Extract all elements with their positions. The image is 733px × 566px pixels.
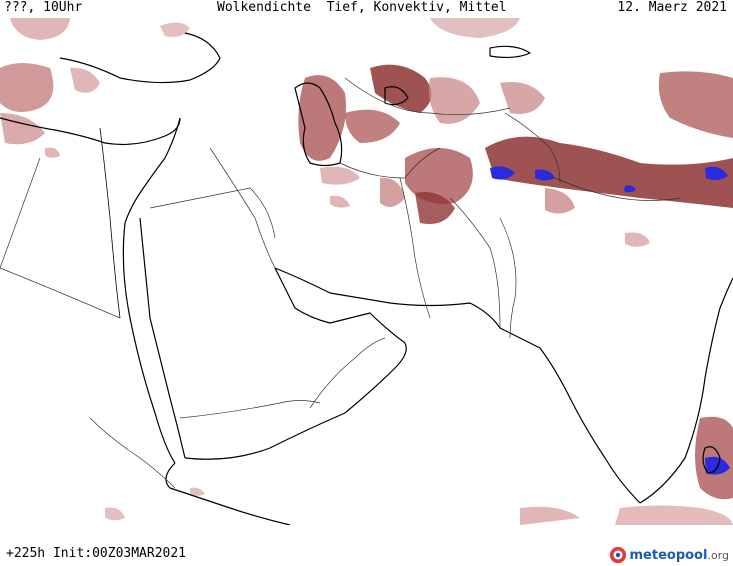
border-saudi-yemen	[179, 400, 321, 419]
cloud-area-aegean	[70, 67, 100, 93]
coast-red-sea-west	[122, 222, 176, 464]
cloud-speckle-yemen	[190, 487, 205, 496]
border-ethiopia	[89, 417, 176, 489]
border-iraq-iran	[209, 147, 276, 269]
cloud-speckle-zagros	[330, 195, 350, 208]
cloud-area-turkey-south	[0, 113, 45, 145]
coast-persian-gulf	[274, 267, 406, 344]
coast-turkey	[0, 117, 181, 146]
weather-map	[0, 18, 733, 525]
forecast-date: 12. Maerz 2021	[617, 0, 727, 15]
forecast-time-label: ???, 10Uhr	[4, 0, 83, 15]
cloud-area-indian-ocean	[520, 506, 580, 525]
lake-balkhash	[489, 45, 531, 59]
cloud-area-iran-north	[320, 166, 360, 185]
border-saudi-north	[149, 187, 276, 239]
cloud-speckle-egypt	[45, 147, 60, 158]
meteopool-branding[interactable]: meteopool .org	[609, 546, 729, 564]
cloud-area-northern-india	[545, 188, 575, 214]
convective-cell-bhutan	[705, 166, 728, 181]
coast-india-east	[639, 277, 733, 504]
coast-levant	[124, 117, 181, 224]
brand-tld: .org	[707, 548, 729, 562]
cloud-density-map	[0, 18, 733, 525]
cloud-area-caspian	[298, 75, 346, 161]
cloud-area-central-india	[625, 232, 650, 247]
coast-iran-gulf	[274, 267, 501, 329]
coast-horn-africa	[165, 462, 291, 525]
coast-black-sea	[59, 32, 221, 84]
cloud-area-mongolia-edge	[430, 18, 520, 38]
cloud-area-uzbekistan	[345, 109, 400, 143]
border-egypt-libya	[0, 267, 121, 319]
cloud-area-tibet	[658, 71, 733, 138]
model-run-info: +225h Init:00Z03MAR2021	[6, 546, 187, 561]
coast-india-west	[499, 327, 641, 504]
border-egypt-sudan	[0, 157, 41, 269]
border-turkmenistan	[339, 147, 441, 179]
cloud-area-hindukush	[415, 192, 455, 224]
meteopool-logo-icon	[609, 546, 626, 564]
border-afghanistan-pakistan	[449, 197, 501, 329]
coast-sri-lanka	[702, 446, 721, 474]
coastline-layer	[0, 32, 733, 525]
border-oman	[309, 337, 386, 409]
river-nile	[99, 127, 121, 319]
brand-name: meteopool	[629, 547, 708, 563]
border-china-west	[504, 112, 561, 184]
cloud-area-caucasus	[160, 22, 190, 37]
cloud-area-balkans	[10, 18, 70, 40]
cloud-area-afghanistan	[405, 148, 473, 204]
cloud-area-turkey	[0, 63, 54, 112]
coast-red-sea-east	[139, 217, 186, 459]
cloud-area-kashmir	[500, 82, 545, 114]
cloud-area-himalaya	[485, 136, 733, 208]
convective-cell-kashmir	[490, 166, 515, 180]
border-kazakh-south	[344, 77, 511, 115]
convective-cell-himalaya	[624, 185, 636, 193]
cloud-area-iran-east	[380, 177, 405, 207]
border-layer	[0, 77, 681, 489]
cloud-speckle-horn	[105, 507, 125, 521]
cloud-area-kazakh	[428, 77, 480, 124]
border-india-pakistan	[499, 217, 517, 339]
map-title: Wolkendichte Tief, Konvektiv, Mittel	[217, 0, 507, 15]
cloud-area-indian-ocean-east	[615, 505, 733, 525]
border-india-nepal	[554, 177, 681, 201]
cloud-cover-layer	[0, 18, 733, 525]
convective-cell-nepal	[535, 169, 555, 181]
coast-arabia-south	[184, 342, 407, 460]
border-iran-afghanistan	[399, 177, 431, 319]
